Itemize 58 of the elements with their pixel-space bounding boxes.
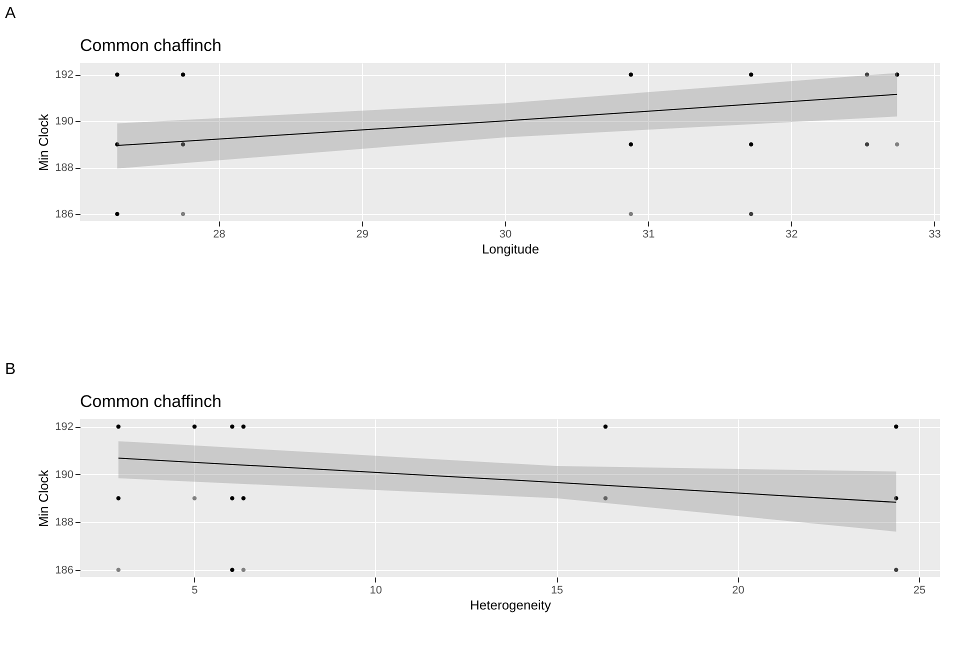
x-tick-label: 25 [913, 584, 926, 596]
point [628, 142, 634, 146]
y-tick-label: 192 [55, 421, 74, 434]
x-tick-label: 28 [213, 228, 226, 240]
y-axis-title: Min Clock [36, 113, 52, 172]
point [864, 142, 870, 146]
point [603, 424, 608, 429]
x-tick-label: 31 [642, 228, 655, 240]
point [241, 568, 246, 572]
x-tick-label: 33 [928, 228, 941, 240]
y-tick-label: 188 [55, 162, 74, 174]
point [115, 72, 120, 77]
point [230, 496, 234, 500]
point [894, 72, 900, 77]
x-axis-title: Longitude [482, 242, 540, 256]
y-tick-label: 188 [55, 516, 74, 529]
y-tick-label: 190 [55, 116, 74, 128]
point [241, 424, 246, 429]
point [230, 424, 234, 429]
point [864, 72, 870, 77]
text: A [5, 5, 16, 22]
y-tick-label: 186 [55, 564, 74, 576]
point [192, 496, 197, 500]
y-axis-title: Min Clock [36, 469, 52, 528]
x-tick-label: 30 [499, 228, 512, 240]
point [894, 568, 898, 572]
point [748, 142, 754, 146]
point [748, 72, 754, 77]
point [180, 212, 186, 216]
point [894, 142, 900, 146]
text: B [5, 361, 16, 378]
x-tick-label: 29 [356, 228, 369, 240]
chart-title: Common chaffinch [80, 36, 222, 55]
point [894, 424, 898, 429]
point [116, 568, 121, 572]
x-tick-label: 20 [732, 584, 744, 596]
chart-title: Common chaffinch [80, 392, 222, 411]
y-tick-label: 186 [55, 208, 74, 221]
x-tick-label: 15 [550, 584, 564, 596]
point [748, 212, 754, 216]
point [116, 496, 121, 500]
point [230, 568, 234, 572]
point [116, 424, 121, 429]
x-tick-label: 10 [370, 584, 382, 596]
point [180, 72, 186, 77]
point [628, 72, 634, 77]
y-tick-label: 190 [55, 468, 74, 481]
point [628, 212, 634, 216]
point [115, 212, 120, 216]
y-tick-label: 192 [55, 69, 74, 82]
point [180, 142, 186, 146]
point [894, 496, 898, 500]
point [241, 496, 246, 500]
point [603, 496, 608, 500]
x-tick-label: 5 [192, 584, 198, 596]
x-axis-title: Heterogeneity [470, 598, 552, 612]
x-tick-label: 32 [786, 228, 798, 240]
point [192, 424, 197, 429]
